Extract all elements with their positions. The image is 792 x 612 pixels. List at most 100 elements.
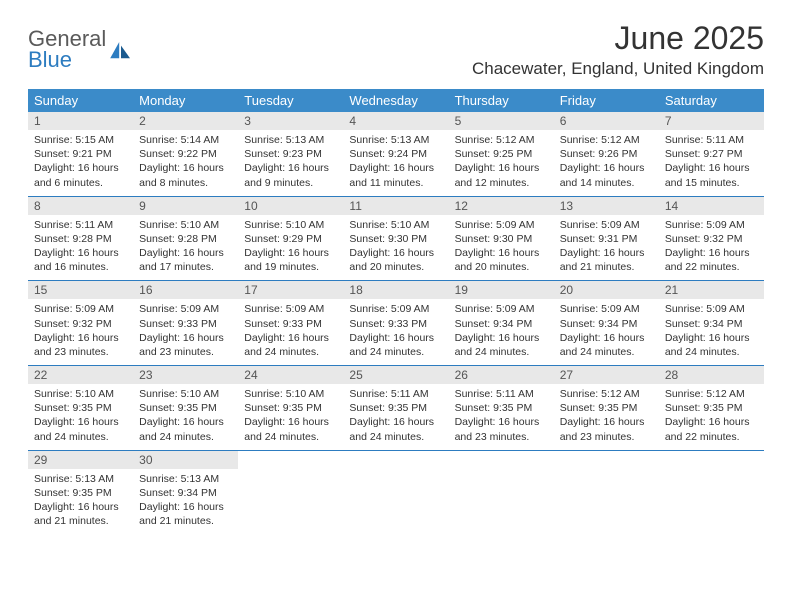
sunset-text: Sunset: 9:25 PM — [455, 147, 548, 161]
sunset-text: Sunset: 9:35 PM — [560, 401, 653, 415]
day-number-cell: 27 — [554, 366, 659, 385]
daylight-text: Daylight: 16 hours and 24 minutes. — [349, 415, 442, 443]
weekday-header: Tuesday — [238, 89, 343, 112]
calendar-body: 1234567Sunrise: 5:15 AMSunset: 9:21 PMDa… — [28, 112, 764, 534]
day-number-row: 891011121314 — [28, 196, 764, 215]
day-number-cell — [449, 450, 554, 469]
daylight-text: Daylight: 16 hours and 21 minutes. — [560, 246, 653, 274]
day-number-cell: 3 — [238, 112, 343, 130]
sunset-text: Sunset: 9:29 PM — [244, 232, 337, 246]
sunrise-text: Sunrise: 5:11 AM — [455, 387, 548, 401]
day-number-cell: 17 — [238, 281, 343, 300]
sunrise-text: Sunrise: 5:12 AM — [665, 387, 758, 401]
day-content-cell: Sunrise: 5:12 AMSunset: 9:35 PMDaylight:… — [554, 384, 659, 450]
day-content-row: Sunrise: 5:09 AMSunset: 9:32 PMDaylight:… — [28, 299, 764, 365]
day-content-cell: Sunrise: 5:11 AMSunset: 9:35 PMDaylight:… — [343, 384, 448, 450]
calendar-page: General Blue June 2025 Chacewater, Engla… — [0, 0, 792, 554]
daylight-text: Daylight: 16 hours and 24 minutes. — [455, 331, 548, 359]
daylight-text: Daylight: 16 hours and 23 minutes. — [560, 415, 653, 443]
day-number-cell: 12 — [449, 196, 554, 215]
day-number-cell: 25 — [343, 366, 448, 385]
day-content-cell — [343, 469, 448, 535]
month-title: June 2025 — [472, 20, 764, 57]
sunset-text: Sunset: 9:34 PM — [560, 317, 653, 331]
sunset-text: Sunset: 9:35 PM — [34, 486, 127, 500]
day-number-cell: 7 — [659, 112, 764, 130]
daylight-text: Daylight: 16 hours and 22 minutes. — [665, 246, 758, 274]
daylight-text: Daylight: 16 hours and 23 minutes. — [455, 415, 548, 443]
day-content-cell: Sunrise: 5:09 AMSunset: 9:31 PMDaylight:… — [554, 215, 659, 281]
day-number-cell: 10 — [238, 196, 343, 215]
sunrise-text: Sunrise: 5:12 AM — [560, 133, 653, 147]
logo: General Blue — [28, 28, 132, 71]
day-content-cell: Sunrise: 5:09 AMSunset: 9:34 PMDaylight:… — [554, 299, 659, 365]
sunrise-text: Sunrise: 5:09 AM — [34, 302, 127, 316]
sunset-text: Sunset: 9:23 PM — [244, 147, 337, 161]
day-content-cell: Sunrise: 5:10 AMSunset: 9:35 PMDaylight:… — [238, 384, 343, 450]
sunset-text: Sunset: 9:34 PM — [139, 486, 232, 500]
sunrise-text: Sunrise: 5:09 AM — [349, 302, 442, 316]
day-number-cell — [343, 450, 448, 469]
sunset-text: Sunset: 9:33 PM — [139, 317, 232, 331]
weekday-header: Sunday — [28, 89, 133, 112]
day-number-cell: 22 — [28, 366, 133, 385]
day-number-cell: 18 — [343, 281, 448, 300]
sunrise-text: Sunrise: 5:12 AM — [560, 387, 653, 401]
day-content-cell: Sunrise: 5:11 AMSunset: 9:27 PMDaylight:… — [659, 130, 764, 196]
day-content-cell: Sunrise: 5:10 AMSunset: 9:35 PMDaylight:… — [133, 384, 238, 450]
day-number-cell: 14 — [659, 196, 764, 215]
sunrise-text: Sunrise: 5:13 AM — [34, 472, 127, 486]
daylight-text: Daylight: 16 hours and 16 minutes. — [34, 246, 127, 274]
day-number-cell: 28 — [659, 366, 764, 385]
weekday-header-row: Sunday Monday Tuesday Wednesday Thursday… — [28, 89, 764, 112]
daylight-text: Daylight: 16 hours and 21 minutes. — [34, 500, 127, 528]
day-number-row: 2930 — [28, 450, 764, 469]
sunrise-text: Sunrise: 5:09 AM — [139, 302, 232, 316]
sunset-text: Sunset: 9:33 PM — [244, 317, 337, 331]
daylight-text: Daylight: 16 hours and 14 minutes. — [560, 161, 653, 189]
sunset-text: Sunset: 9:32 PM — [34, 317, 127, 331]
day-content-cell: Sunrise: 5:09 AMSunset: 9:33 PMDaylight:… — [343, 299, 448, 365]
day-number-cell: 15 — [28, 281, 133, 300]
weekday-header: Friday — [554, 89, 659, 112]
sunset-text: Sunset: 9:34 PM — [455, 317, 548, 331]
sunrise-text: Sunrise: 5:11 AM — [34, 218, 127, 232]
sunset-text: Sunset: 9:30 PM — [455, 232, 548, 246]
day-number-cell: 13 — [554, 196, 659, 215]
title-block: June 2025 Chacewater, England, United Ki… — [472, 20, 764, 79]
day-content-cell — [554, 469, 659, 535]
sunrise-text: Sunrise: 5:11 AM — [349, 387, 442, 401]
daylight-text: Daylight: 16 hours and 19 minutes. — [244, 246, 337, 274]
day-number-cell: 11 — [343, 196, 448, 215]
daylight-text: Daylight: 16 hours and 23 minutes. — [139, 331, 232, 359]
sunrise-text: Sunrise: 5:11 AM — [665, 133, 758, 147]
sunset-text: Sunset: 9:31 PM — [560, 232, 653, 246]
daylight-text: Daylight: 16 hours and 24 minutes. — [665, 331, 758, 359]
daylight-text: Daylight: 16 hours and 9 minutes. — [244, 161, 337, 189]
sunrise-text: Sunrise: 5:09 AM — [455, 302, 548, 316]
sunrise-text: Sunrise: 5:10 AM — [349, 218, 442, 232]
daylight-text: Daylight: 16 hours and 24 minutes. — [34, 415, 127, 443]
day-content-cell: Sunrise: 5:13 AMSunset: 9:34 PMDaylight:… — [133, 469, 238, 535]
day-number-cell: 2 — [133, 112, 238, 130]
daylight-text: Daylight: 16 hours and 6 minutes. — [34, 161, 127, 189]
sunrise-text: Sunrise: 5:13 AM — [139, 472, 232, 486]
sunset-text: Sunset: 9:21 PM — [34, 147, 127, 161]
day-content-row: Sunrise: 5:10 AMSunset: 9:35 PMDaylight:… — [28, 384, 764, 450]
day-content-cell: Sunrise: 5:09 AMSunset: 9:34 PMDaylight:… — [449, 299, 554, 365]
weekday-header: Monday — [133, 89, 238, 112]
daylight-text: Daylight: 16 hours and 20 minutes. — [349, 246, 442, 274]
day-number-cell: 19 — [449, 281, 554, 300]
sunset-text: Sunset: 9:28 PM — [139, 232, 232, 246]
day-content-cell — [449, 469, 554, 535]
day-number-cell — [659, 450, 764, 469]
day-number-cell: 21 — [659, 281, 764, 300]
sunrise-text: Sunrise: 5:15 AM — [34, 133, 127, 147]
sunset-text: Sunset: 9:32 PM — [665, 232, 758, 246]
day-content-cell: Sunrise: 5:10 AMSunset: 9:29 PMDaylight:… — [238, 215, 343, 281]
day-content-cell: Sunrise: 5:10 AMSunset: 9:30 PMDaylight:… — [343, 215, 448, 281]
day-content-row: Sunrise: 5:15 AMSunset: 9:21 PMDaylight:… — [28, 130, 764, 196]
sunrise-text: Sunrise: 5:09 AM — [455, 218, 548, 232]
day-number-cell: 23 — [133, 366, 238, 385]
sunrise-text: Sunrise: 5:09 AM — [665, 302, 758, 316]
